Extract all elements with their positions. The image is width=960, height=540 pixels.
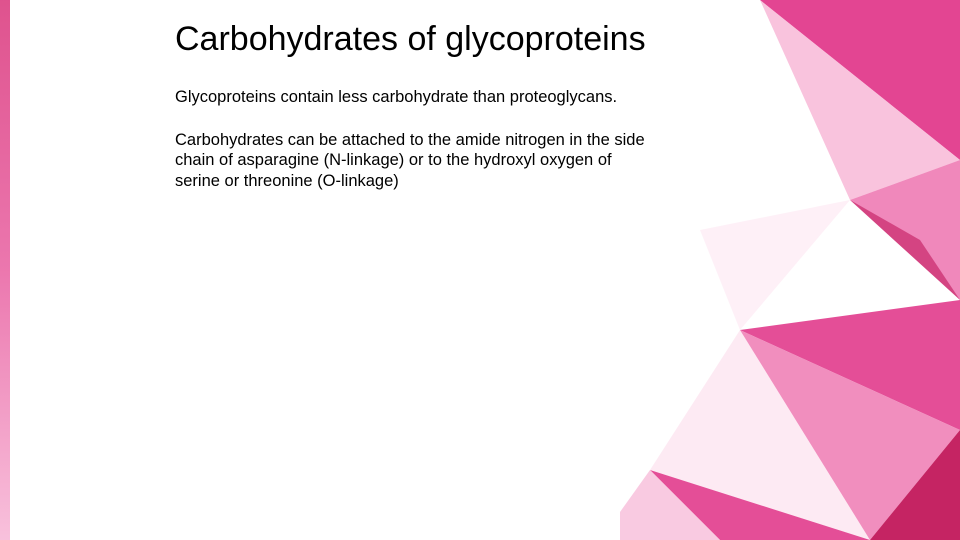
- decor-triangle-0: [760, 0, 960, 160]
- decor-triangle-1: [760, 0, 960, 200]
- decor-triangle-2: [850, 160, 960, 300]
- decor-triangle-9: [620, 470, 720, 540]
- paragraph-2: Carbohydrates can be attached to the ami…: [175, 130, 645, 192]
- content-area: Carbohydrates of glycoproteins Glycoprot…: [175, 20, 735, 214]
- slide: Carbohydrates of glycoproteins Glycoprot…: [0, 0, 960, 540]
- slide-title: Carbohydrates of glycoproteins: [175, 20, 735, 59]
- paragraph-1: Glycoproteins contain less carbohydrate …: [175, 87, 645, 108]
- decor-triangle-10: [700, 200, 850, 330]
- decor-triangle-4: [740, 300, 960, 430]
- decor-triangle-13: [850, 200, 960, 300]
- decor-triangle-7: [870, 430, 960, 540]
- decor-triangle-8: [650, 470, 870, 540]
- decor-triangle-6: [740, 330, 960, 540]
- left-accent-stripe: [0, 0, 10, 540]
- decor-triangle-3: [740, 200, 960, 330]
- decor-triangle-11: [650, 230, 740, 470]
- decor-triangle-5: [650, 330, 870, 540]
